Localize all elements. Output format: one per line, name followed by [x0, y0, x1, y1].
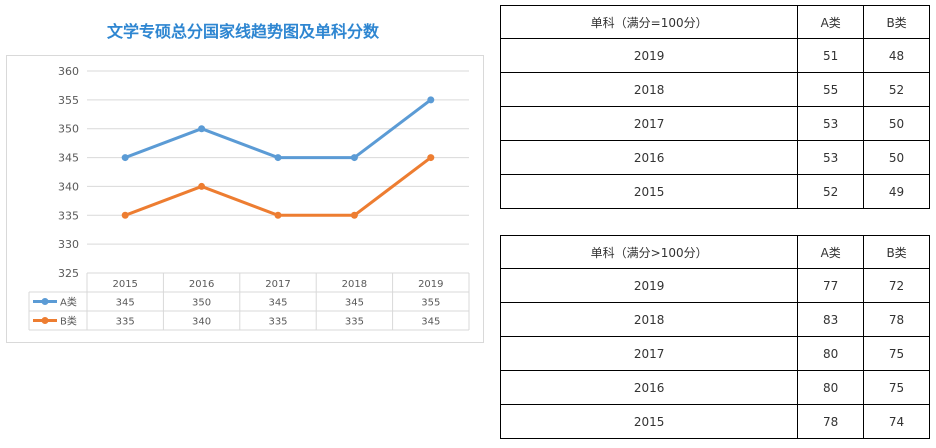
x-tick-label: 2019 — [418, 279, 443, 290]
data-point — [350, 211, 358, 219]
data-table-value: 355 — [421, 298, 440, 309]
table-row: 2018 55 52 — [499, 72, 930, 107]
table-row: 2018 83 78 — [499, 302, 930, 337]
b-score-cell: 74 — [863, 404, 930, 439]
data-point — [427, 96, 435, 104]
data-point — [121, 211, 129, 219]
data-point — [350, 154, 358, 162]
year-cell: 2018 — [499, 72, 799, 107]
chart-title: 文学专硕总分国家线趋势图及单科分数 — [106, 22, 379, 41]
year-cell: 2015 — [499, 174, 799, 209]
b-score-cell: 49 — [863, 174, 930, 209]
y-tick-label: 335 — [58, 209, 79, 222]
y-tick-label: 345 — [58, 152, 79, 165]
a-score-cell: 78 — [797, 404, 865, 439]
a-score-cell: 53 — [797, 106, 865, 141]
b-score-cell: 75 — [863, 370, 930, 405]
a-score-cell: 80 — [797, 336, 865, 371]
chart-frame: 325 330 335 340 345 350 355 360 2015 2016 2017 2018… — [6, 55, 484, 343]
year-cell: 2016 — [499, 370, 799, 405]
b-score-cell: 78 — [863, 302, 930, 337]
legend-label: A类 — [60, 296, 77, 309]
x-tick-label: 2017 — [265, 279, 290, 290]
score-table-over-100: 单科（满分>100分） A类 B类 2019 77 72 2018 83 78 … — [499, 235, 930, 439]
data-table-value: 345 — [345, 298, 364, 309]
a-score-cell: 80 — [797, 370, 865, 405]
y-tick-label: 340 — [58, 180, 79, 193]
header-cell: A类 — [797, 235, 865, 269]
y-tick-label: 355 — [58, 94, 79, 107]
header-cell: 单科（满分>100分） — [499, 235, 799, 269]
table-row: 2019 77 72 — [499, 268, 930, 303]
data-table-value: 335 — [268, 317, 287, 328]
table-header-row: 单科（满分>100分） A类 B类 — [499, 235, 930, 269]
data-table-value: 345 — [421, 317, 440, 328]
year-cell: 2017 — [499, 336, 799, 371]
table-row: 2016 53 50 — [499, 140, 930, 175]
year-cell: 2018 — [499, 302, 799, 337]
table-row: 2015 52 49 — [499, 174, 930, 209]
header-cell: B类 — [863, 5, 930, 39]
table-row: 2015 78 74 — [499, 404, 930, 439]
data-point — [198, 182, 206, 190]
y-tick-label: 325 — [58, 267, 79, 280]
x-tick-label: 2016 — [189, 279, 214, 290]
data-table-value: 340 — [192, 317, 211, 328]
data-table-value: 335 — [116, 317, 135, 328]
data-point — [274, 154, 282, 162]
a-score-cell: 55 — [797, 72, 865, 107]
data-point — [274, 211, 282, 219]
x-tick-label: 2015 — [112, 279, 137, 290]
b-score-cell: 75 — [863, 336, 930, 371]
year-cell: 2015 — [499, 404, 799, 439]
b-score-cell: 50 — [863, 140, 930, 175]
data-point — [427, 154, 435, 162]
x-tick-label: 2018 — [342, 279, 367, 290]
y-tick-label: 330 — [58, 238, 79, 251]
y-tick-label: 360 — [58, 65, 79, 78]
data-table-value: 335 — [345, 317, 364, 328]
legend-marker — [41, 317, 49, 324]
a-score-cell: 53 — [797, 140, 865, 175]
data-point — [121, 154, 129, 162]
header-cell: B类 — [863, 235, 930, 269]
b-score-cell: 72 — [863, 268, 930, 303]
legend-marker — [41, 298, 49, 305]
header-cell: A类 — [797, 5, 865, 39]
data-table-value: 350 — [192, 298, 211, 309]
a-score-cell: 83 — [797, 302, 865, 337]
data-point — [198, 125, 206, 133]
header-cell: 单科（满分=100分） — [499, 5, 799, 39]
table-row: 2016 80 75 — [499, 370, 930, 405]
line-chart: 325 330 335 340 345 350 355 360 2015 2016 2017 2018… — [28, 65, 470, 331]
year-cell: 2019 — [499, 38, 799, 73]
y-tick-label: 350 — [58, 123, 79, 136]
table-row: 2017 53 50 — [499, 106, 930, 141]
legend-label: B类 — [60, 315, 77, 328]
score-table-100: 单科（满分=100分） A类 B类 2019 51 48 2018 55 52 … — [499, 5, 930, 209]
table-row: 2017 80 75 — [499, 336, 930, 371]
table-header-row: 单科（满分=100分） A类 B类 — [499, 5, 930, 39]
b-score-cell: 50 — [863, 106, 930, 141]
a-score-cell: 51 — [797, 38, 865, 73]
year-cell: 2019 — [499, 268, 799, 303]
data-table-value: 345 — [116, 298, 135, 309]
year-cell: 2016 — [499, 140, 799, 175]
b-score-cell: 48 — [863, 38, 930, 73]
b-score-cell: 52 — [863, 72, 930, 107]
a-score-cell: 77 — [797, 268, 865, 303]
year-cell: 2017 — [499, 106, 799, 141]
table-row: 2019 51 48 — [499, 38, 930, 73]
a-score-cell: 52 — [797, 174, 865, 209]
data-table-value: 345 — [268, 298, 287, 309]
